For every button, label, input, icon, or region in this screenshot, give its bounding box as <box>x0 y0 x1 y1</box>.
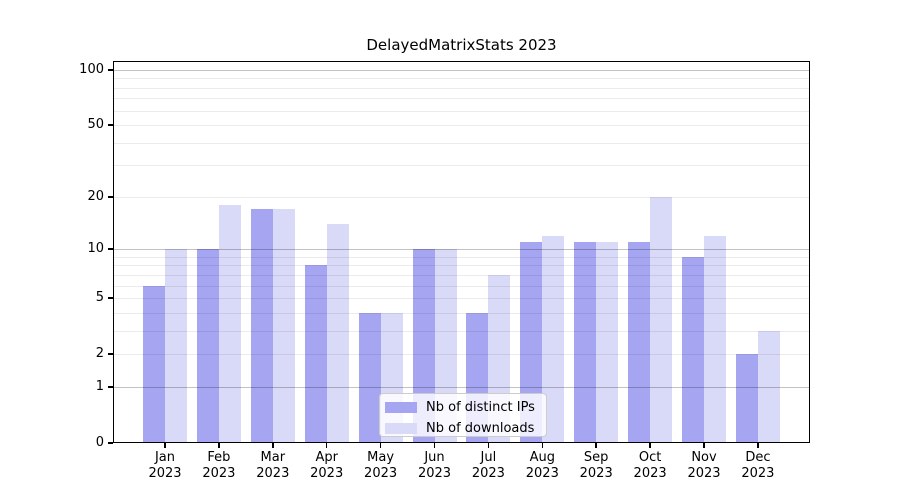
gridline-minor-40 <box>113 142 810 144</box>
y-tick-5 <box>108 297 113 299</box>
x-tick-label-jun: Jun 2023 <box>417 450 452 481</box>
x-tick-label-feb: Feb 2023 <box>202 450 236 481</box>
bar-distinct-ips-feb <box>196 249 219 443</box>
bar-distinct-ips-oct <box>628 242 651 443</box>
y-tick-50 <box>108 124 113 126</box>
bar-distinct-ips-jan <box>143 285 165 443</box>
chart-title: DelayedMatrixStats 2023 <box>366 36 557 54</box>
x-tick-oct <box>649 443 651 448</box>
y-tick-20 <box>108 196 113 198</box>
plot-area: Nb of distinct IPs Nb of downloads <box>113 61 810 443</box>
x-tick-label-jul: Jul 2023 <box>471 450 505 481</box>
y-tick-label-20: 20 <box>87 188 104 204</box>
legend-entry-downloads: Nb of downloads <box>385 420 546 437</box>
x-tick-label-oct: Oct 2023 <box>633 450 667 481</box>
x-tick-label-may: May 2023 <box>364 450 398 481</box>
x-tick-feb <box>218 443 220 448</box>
x-tick-label-aug: Aug 2023 <box>525 450 559 481</box>
bar-downloads-dec <box>757 330 780 443</box>
x-tick-jan <box>164 443 166 448</box>
x-tick-aug <box>541 443 544 448</box>
gridline-minor-80 <box>113 87 810 89</box>
x-tick-dec <box>757 443 759 448</box>
y-tick-1 <box>108 386 113 388</box>
legend-label-distinct-ips: Nb of distinct IPs <box>426 400 535 415</box>
bar-downloads-oct <box>650 196 673 443</box>
y-tick-100 <box>108 69 113 71</box>
x-tick-may <box>379 443 382 448</box>
x-tick-nov <box>703 443 705 448</box>
gridline-minor-9 <box>113 256 810 258</box>
gridline-major-1 <box>113 386 810 388</box>
legend-entry-distinct-ips: Nb of distinct IPs <box>385 399 546 416</box>
gridline-minor-60 <box>113 110 810 112</box>
y-tick-0 <box>108 442 113 444</box>
bar-distinct-ips-dec <box>735 354 758 443</box>
bar-downloads-feb <box>218 205 241 443</box>
gridline-minor-5 <box>113 298 810 300</box>
gridline-minor-20 <box>113 196 810 198</box>
bar-downloads-nov <box>704 235 726 443</box>
y-tick-label-0: 0 <box>95 435 104 450</box>
gridline-minor-4 <box>113 312 810 314</box>
y-tick-label-1: 1 <box>95 378 104 394</box>
y-tick-label-5: 5 <box>95 290 104 306</box>
gridline-minor-2 <box>113 354 810 356</box>
gridline-minor-3 <box>113 330 810 332</box>
x-tick-label-apr: Apr 2023 <box>310 450 344 481</box>
x-tick-label-nov: Nov 2023 <box>687 450 721 481</box>
y-tick-label-50: 50 <box>87 117 104 133</box>
legend-swatch-downloads <box>385 423 417 434</box>
x-tick-apr <box>325 443 328 448</box>
bar-distinct-ips-mar <box>250 209 273 443</box>
y-tick-2 <box>108 353 113 355</box>
bar-distinct-ips-nov <box>682 256 704 443</box>
bar-downloads-sep <box>596 242 619 443</box>
bar-downloads-apr <box>326 224 349 443</box>
x-tick-label-mar: Mar 2023 <box>256 450 290 481</box>
bar-downloads-aug <box>542 235 565 443</box>
gridline-minor-90 <box>113 78 810 80</box>
x-tick-jun <box>433 443 436 448</box>
legend-label-downloads: Nb of downloads <box>426 421 535 436</box>
gridline-minor-30 <box>113 165 810 167</box>
gridline-minor-70 <box>113 98 810 100</box>
x-tick-sep <box>595 443 597 448</box>
gridline-major-100 <box>113 70 810 71</box>
x-tick-label-jan: Jan 2023 <box>148 450 182 481</box>
gridline-minor-7 <box>113 274 810 276</box>
x-tick-mar <box>272 443 274 448</box>
bar-downloads-jan <box>165 249 187 443</box>
bar-distinct-ips-may <box>358 312 381 443</box>
legend: Nb of distinct IPs Nb of downloads <box>379 393 547 437</box>
bar-distinct-ips-sep <box>574 242 597 443</box>
x-tick-jul <box>487 443 490 448</box>
x-tick-label-dec: Dec 2023 <box>741 450 775 481</box>
gridline-major-10 <box>113 249 810 251</box>
y-tick-label-100: 100 <box>79 62 104 77</box>
gridline-minor-6 <box>113 285 810 287</box>
gridline-minor-50 <box>113 125 810 127</box>
bar-distinct-ips-aug <box>520 242 543 443</box>
y-tick-label-2: 2 <box>95 346 104 362</box>
y-tick-label-10: 10 <box>87 241 104 257</box>
legend-swatch-distinct-ips <box>385 402 417 413</box>
bar-downloads-mar <box>272 209 295 443</box>
bar-distinct-ips-apr <box>304 265 327 443</box>
y-tick-10 <box>108 248 113 250</box>
gridline-minor-8 <box>113 265 810 267</box>
x-tick-label-sep: Sep 2023 <box>579 450 613 481</box>
